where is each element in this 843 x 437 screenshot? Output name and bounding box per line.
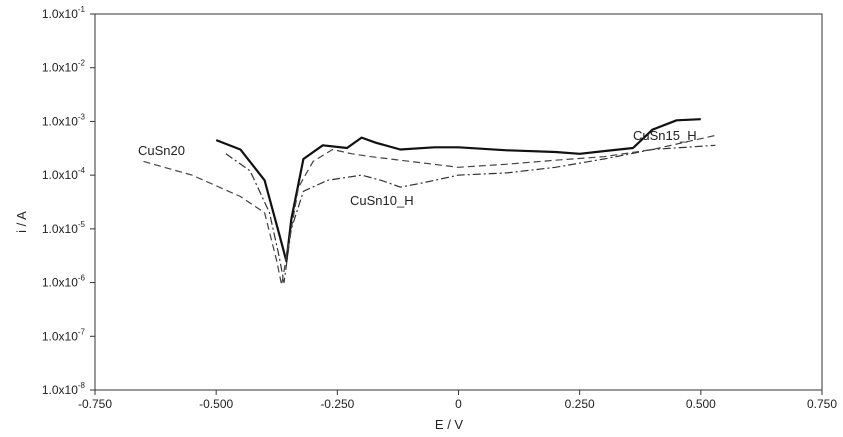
- y-tick-base: 1.0x10: [42, 168, 78, 182]
- y-tick-exponent: -3: [78, 112, 86, 121]
- y-tick-base: 1.0x10: [42, 114, 78, 128]
- series-lines: [143, 118, 716, 286]
- annotation-cusn10-h: CuSn10_H: [350, 193, 414, 208]
- y-tick-base: 1.0x10: [42, 222, 78, 236]
- y-tick-exponent: -6: [78, 274, 86, 283]
- y-tick-exponent: -2: [78, 59, 86, 68]
- x-axis-label: E / V: [435, 417, 464, 432]
- x-tick-label: 0.250: [565, 397, 595, 411]
- y-tick-label: 1.0x10-7: [42, 327, 86, 343]
- y-tick-label: 1.0x10-5: [42, 220, 86, 236]
- y-tick-label: 1.0x10-3: [42, 112, 86, 128]
- y-tick-exponent: -1: [78, 5, 86, 14]
- annotations: CuSn15_H CuSn20 CuSn10_H: [138, 128, 697, 208]
- x-tick-label: -0.500: [199, 397, 233, 411]
- y-tick-label: 1.0x10-1: [42, 5, 86, 21]
- x-tick-label: 0.750: [807, 397, 837, 411]
- x-axis-ticks: -0.750 -0.500 -0.250 0 0.250 0.500 0.750: [78, 390, 837, 411]
- y-tick-base: 1.0x10: [42, 329, 78, 343]
- y-tick-exponent: -4: [78, 166, 86, 175]
- y-tick-base: 1.0x10: [42, 383, 78, 397]
- y-tick-label: 1.0x10-4: [42, 166, 86, 182]
- annotation-cusn15-h: CuSn15_H: [633, 128, 697, 143]
- y-tick-base: 1.0x10: [42, 61, 78, 75]
- y-axis-label: i / A: [14, 211, 29, 233]
- y-tick-exponent: -8: [78, 381, 86, 390]
- y-tick-label: 1.0x10-8: [42, 381, 86, 397]
- x-tick-label: -0.250: [320, 397, 354, 411]
- annotation-cusn20: CuSn20: [138, 143, 185, 158]
- y-tick-exponent: -7: [78, 327, 86, 336]
- x-tick-label: 0: [455, 397, 462, 411]
- x-tick-label: -0.750: [78, 397, 112, 411]
- plot-frame: [94, 13, 823, 391]
- series-line-cusn10-h: [225, 144, 716, 284]
- plot-area: [94, 13, 823, 391]
- y-tick-base: 1.0x10: [42, 7, 78, 21]
- series-line-cusn15-h: [215, 118, 701, 263]
- y-tick-label: 1.0x10-2: [42, 59, 86, 75]
- series-line-cusn20: [143, 134, 716, 286]
- y-tick-base: 1.0x10: [42, 276, 78, 290]
- y-tick-exponent: -5: [78, 220, 86, 229]
- y-axis-ticks: 1.0x10-11.0x10-21.0x10-31.0x10-41.0x10-5…: [42, 5, 95, 397]
- y-tick-label: 1.0x10-6: [42, 274, 86, 290]
- x-tick-label: 0.500: [686, 397, 716, 411]
